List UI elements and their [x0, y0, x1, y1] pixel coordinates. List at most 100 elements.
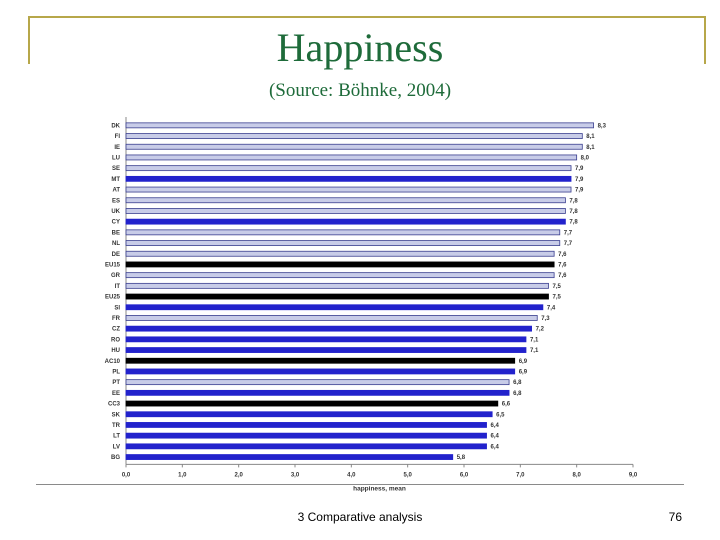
data-label: 5,8	[457, 455, 466, 461]
data-label: 6,6	[502, 402, 511, 408]
data-label: 8,1	[586, 145, 595, 151]
category-label: HU	[111, 348, 120, 354]
data-label: 7,9	[575, 166, 584, 172]
category-label: AC10	[105, 359, 121, 365]
data-label: 6,4	[491, 444, 500, 450]
category-label: DK	[111, 123, 120, 129]
category-label: AT	[112, 188, 120, 194]
category-label: SI	[114, 305, 120, 311]
bar	[125, 272, 555, 279]
x-tick-label: 7,0	[516, 472, 525, 478]
footer-section-label: 3 Comparative analysis	[297, 510, 423, 524]
x-tick-label: 4,0	[347, 472, 356, 478]
x-axis-title: happiness, mean	[353, 485, 406, 492]
category-label: PT	[112, 380, 120, 386]
category-label: TR	[112, 423, 121, 429]
slide-subtitle: (Source: Böhnke, 2004)	[268, 80, 452, 101]
bar	[125, 208, 566, 214]
data-label: 6,8	[513, 391, 522, 397]
data-label: 7,6	[558, 252, 567, 258]
data-label: 7,3	[541, 316, 550, 322]
data-label: 7,6	[558, 273, 567, 279]
x-tick-label: 8,0	[572, 472, 581, 478]
category-label: CZ	[112, 327, 120, 333]
frame-left-line	[28, 16, 30, 64]
bar	[125, 229, 561, 236]
bar	[125, 454, 454, 460]
bar	[125, 250, 555, 257]
x-tick-label: 6,0	[460, 472, 469, 478]
bar	[125, 411, 493, 418]
data-label: 7,5	[553, 284, 562, 290]
bar	[125, 347, 527, 353]
category-label: PL	[112, 369, 120, 375]
bar	[125, 197, 566, 204]
category-label: SE	[112, 166, 120, 172]
bar	[125, 443, 487, 450]
category-label: RO	[111, 337, 120, 343]
bar	[125, 186, 572, 193]
data-label: 7,9	[575, 188, 584, 194]
category-label: EU25	[105, 295, 121, 301]
data-label: 7,2	[536, 327, 545, 333]
bar	[125, 122, 594, 129]
category-label: FI	[115, 134, 121, 140]
category-label: DE	[112, 252, 120, 258]
x-tick-label: 9,0	[629, 472, 638, 478]
bar	[125, 165, 572, 172]
category-label: EU15	[105, 262, 121, 268]
data-label: 8,3	[598, 123, 607, 129]
bar	[125, 175, 572, 182]
data-label: 6,9	[519, 359, 528, 365]
bar	[125, 422, 487, 428]
data-label: 8,0	[581, 155, 590, 161]
bar	[125, 304, 544, 311]
bar	[125, 133, 583, 139]
bar	[125, 143, 583, 150]
bar	[125, 261, 555, 268]
bar	[125, 389, 510, 396]
bar	[125, 293, 549, 300]
data-label: 8,1	[586, 134, 595, 140]
data-label: 7,1	[530, 337, 539, 343]
bar	[125, 336, 527, 343]
x-tick-label: 1,0	[178, 472, 187, 478]
data-label: 6,5	[496, 412, 505, 418]
data-label: 6,4	[491, 434, 500, 440]
category-label: MT	[111, 177, 120, 183]
bar	[125, 282, 549, 289]
category-label: EE	[112, 391, 120, 397]
bar	[125, 432, 487, 439]
frame-right-line	[704, 16, 706, 64]
category-label: IT	[115, 284, 121, 290]
category-label: NL	[112, 241, 120, 247]
category-label: FR	[112, 316, 121, 322]
x-tick-label: 0,0	[122, 472, 131, 478]
category-label: BE	[112, 230, 120, 236]
category-label: ES	[112, 198, 120, 204]
category-label: SK	[112, 412, 121, 418]
category-label: GR	[111, 273, 121, 279]
data-label: 7,4	[547, 305, 556, 311]
data-label: 6,8	[513, 380, 522, 386]
bar	[125, 368, 516, 375]
bar	[125, 400, 499, 407]
data-label: 7,1	[530, 348, 539, 354]
data-label: 7,8	[569, 198, 578, 204]
bar	[125, 154, 578, 161]
category-label: CC3	[108, 402, 121, 408]
data-label: 7,7	[564, 230, 573, 236]
bar	[125, 240, 561, 246]
x-tick-label: 5,0	[403, 472, 412, 478]
data-label: 7,6	[558, 262, 567, 268]
category-label: UK	[111, 209, 120, 215]
x-tick-label: 3,0	[291, 472, 300, 478]
data-label: 7,5	[553, 295, 562, 301]
slide-title: Happiness	[276, 25, 444, 70]
bar	[125, 357, 516, 364]
category-label: BG	[111, 455, 120, 461]
bar	[125, 379, 510, 386]
data-label: 7,7	[564, 241, 573, 247]
x-tick-label: 2,0	[234, 472, 243, 478]
data-label: 7,9	[575, 177, 584, 183]
